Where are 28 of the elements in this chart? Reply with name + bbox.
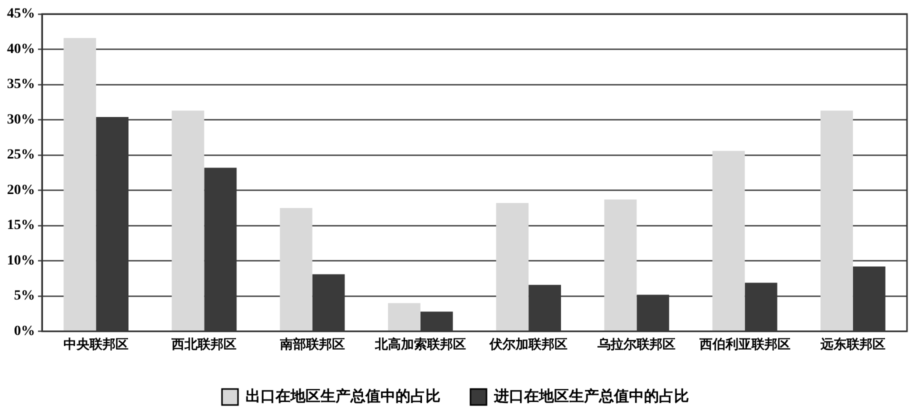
y-tick-label: 15%	[7, 218, 35, 234]
x-tick-label: 西伯利亚联邦区	[698, 336, 790, 352]
bar	[280, 208, 312, 331]
y-tick-label: 35%	[7, 77, 35, 92]
bar	[64, 38, 96, 331]
legend-label: 进口在地区生产总值中的占比	[493, 388, 689, 405]
x-tick-label: 乌拉尔联邦区	[596, 336, 676, 352]
bar	[388, 303, 420, 331]
bar	[172, 110, 204, 331]
y-tick-label: 0%	[14, 324, 35, 340]
y-tick-label: 40%	[7, 42, 35, 57]
x-tick-label: 远东联邦区	[819, 336, 886, 352]
y-tick-label: 20%	[7, 182, 35, 198]
x-tick-label: 南部联邦区	[278, 336, 345, 352]
bar	[604, 200, 637, 331]
bar	[496, 203, 529, 331]
bar	[712, 150, 745, 331]
y-tick-label: 25%	[7, 148, 35, 163]
y-tick-label: 45%	[7, 6, 35, 22]
y-tick-label: 5%	[14, 288, 35, 304]
x-tick-label: 北高加索联邦区	[374, 336, 466, 352]
legend-label: 出口在地区生产总值中的占比	[246, 388, 440, 405]
y-tick-label: 10%	[7, 253, 35, 268]
x-tick-label: 伏尔加联邦区	[488, 336, 568, 352]
x-tick-label: 西北联邦区	[170, 336, 237, 352]
x-tick-label: 中央联邦区	[64, 336, 129, 352]
y-tick-label: 30%	[7, 112, 35, 128]
bar	[820, 110, 853, 331]
